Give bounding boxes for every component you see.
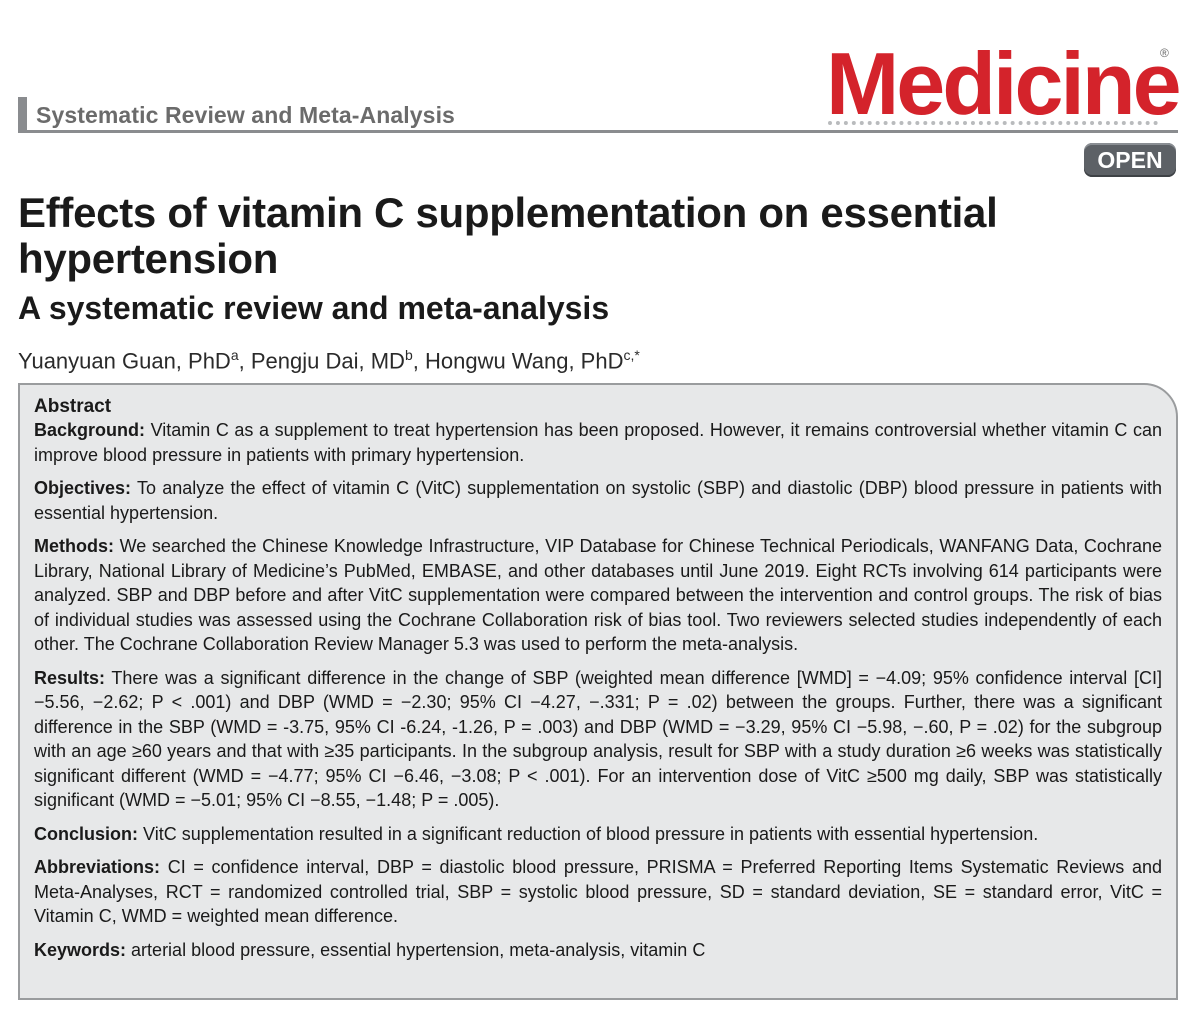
abstract-heading: Abstract	[34, 396, 112, 417]
section-text-objectives: To analyze the effect of vitamin C (VitC…	[34, 478, 1162, 523]
section-label-keywords: Keywords:	[34, 939, 127, 960]
author-name: Hongwu Wang, PhD	[424, 348, 624, 374]
author-name: Pengju Dai, MD	[250, 348, 405, 374]
author-list: Yuanyuan Guan, PhDa, Pengju Dai, MDb, Ho…	[18, 340, 640, 376]
section-text-conclusion: VitC supplementation resulted in a signi…	[143, 823, 1039, 844]
section-text-methods: We searched the Chinese Knowledge Infras…	[34, 536, 1162, 654]
section-text-background: Vitamin C as a supplement to treat hyper…	[34, 420, 1162, 465]
section-label-bar	[18, 97, 27, 133]
author-separator: ,	[238, 348, 251, 374]
author-affiliation-mark: a	[230, 347, 239, 363]
section-text-keywords: arterial blood pressure, essential hyper…	[131, 939, 706, 960]
section-label-text: Systematic Review and Meta-Analysis	[36, 102, 455, 128]
abstract-objectives: Objectives: To analyze the effect of vit…	[34, 476, 1162, 525]
journal-logo: Medicine ®	[826, 38, 1182, 130]
section-label: Systematic Review and Meta-Analysis	[18, 97, 1178, 133]
section-text-abbreviations: CI = confidence interval, DBP = diastoli…	[34, 857, 1162, 926]
section-label-results: Results:	[34, 667, 106, 688]
abstract-methods: Methods: We searched the Chinese Knowled…	[34, 534, 1162, 657]
abstract-abbreviations: Abbreviations: CI = confidence interval,…	[34, 855, 1162, 929]
abstract-box: Abstract Background: Vitamin C as a supp…	[18, 383, 1178, 1000]
section-label-conclusion: Conclusion:	[34, 823, 138, 844]
logo-dotted-rule	[828, 121, 1158, 125]
author-name: Yuanyuan Guan, PhD	[18, 348, 231, 374]
author-affiliation-mark: b	[404, 347, 413, 363]
section-label-methods: Methods:	[34, 536, 114, 556]
abstract-keywords: Keywords: arterial blood pressure, essen…	[34, 938, 1162, 963]
section-text-results: There was a significant difference in th…	[34, 667, 1162, 811]
abstract-background: Background: Vitamin C as a supplement to…	[34, 418, 1162, 467]
article-title: Effects of vitamin C supplementation on …	[18, 189, 998, 282]
registered-mark: ®	[1160, 46, 1169, 60]
abstract-results: Results: There was a significant differe…	[34, 666, 1162, 813]
section-label-rule	[27, 130, 1178, 133]
author-affiliation-mark: c,*	[623, 347, 640, 363]
abstract-conclusion: Conclusion: VitC supplementation resulte…	[34, 822, 1162, 847]
author-separator: ,	[412, 348, 425, 374]
article-subtitle: A systematic review and meta-analysis	[18, 290, 610, 326]
section-label-abbreviations: Abbreviations:	[34, 857, 161, 877]
section-label-background: Background:	[34, 420, 146, 440]
open-access-badge: OPEN	[1084, 143, 1176, 177]
section-label-objectives: Objectives:	[34, 478, 132, 498]
journal-logo-wordmark: Medicine	[826, 34, 1182, 133]
